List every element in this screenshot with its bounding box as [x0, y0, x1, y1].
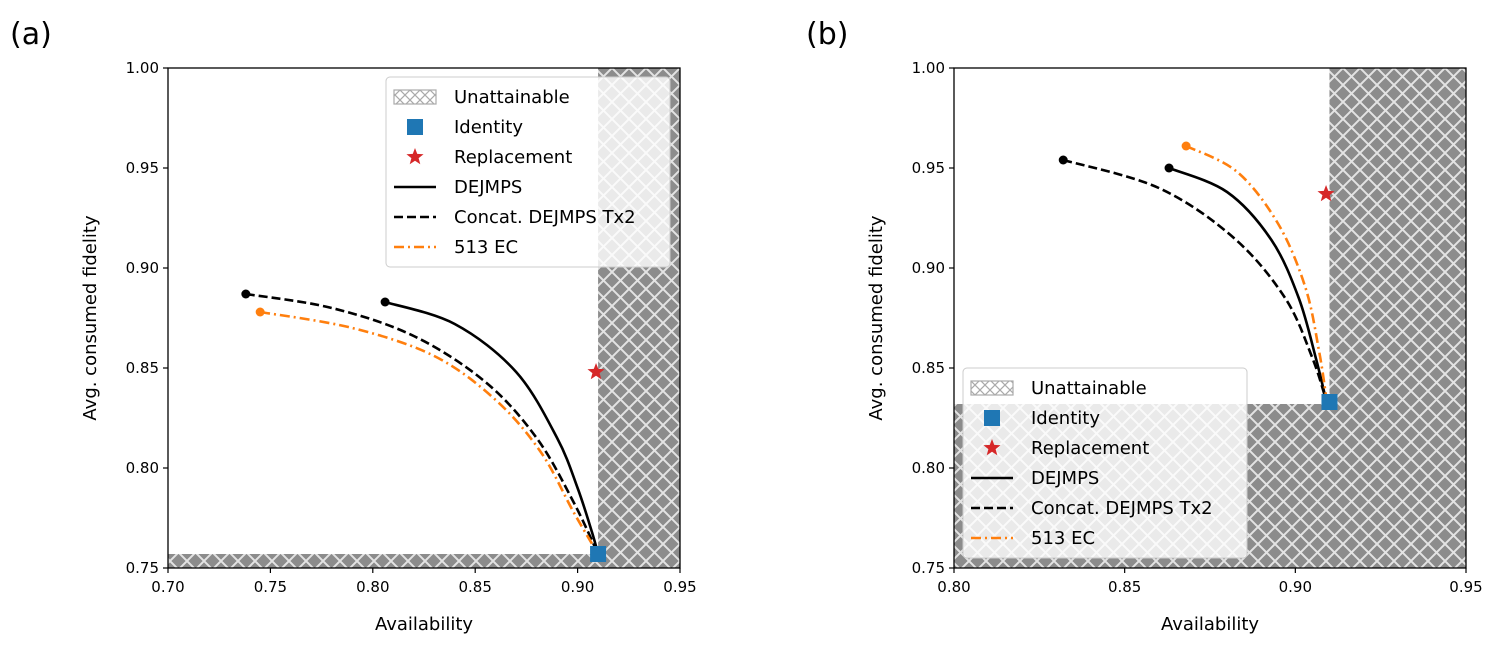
- y-tick-label: 0.80: [912, 459, 945, 477]
- legend-swatch-replacement: [406, 148, 424, 165]
- x-tick-label: 0.80: [356, 578, 389, 596]
- series-line-concat-dejmps-tx2: [1062, 158, 1328, 401]
- y-tick-label: 0.75: [912, 559, 945, 577]
- panel-b: (b) 0.80 0.85 0.90 0.95 0.750.800.850.900.9…: [806, 17, 1483, 635]
- series-line-concat-dejmps-tx2: [245, 292, 600, 555]
- y-tick-label: 0.95: [912, 159, 945, 177]
- series-start-point: [241, 289, 251, 299]
- y-tick-label: 0.80: [126, 459, 159, 477]
- legend-swatch-identity: [407, 119, 423, 135]
- series-start-point: [1181, 141, 1191, 151]
- y-tick-label: 0.85: [126, 359, 159, 377]
- legend-box: [962, 367, 1248, 559]
- y-tick-label: 0.85: [912, 359, 945, 377]
- legend-swatch-identity: [984, 410, 1000, 426]
- x-axis-label: Availability: [375, 614, 473, 635]
- y-tick-label: 0.95: [126, 159, 159, 177]
- legend-label-unattainable: Unattainable: [454, 87, 570, 108]
- legend: Unattainable Identity Replacement DEJMPS Con…: [385, 76, 671, 268]
- legend-label-513-ec: 513 EC: [1031, 528, 1095, 549]
- y-axis-label: Avg. consumed fidelity: [80, 215, 101, 421]
- legend-label-concat-dejmps-tx2: Concat. DEJMPS Tx2: [1031, 498, 1213, 519]
- x-tick-label: 0.90: [561, 578, 594, 596]
- legend-label-concat-dejmps-tx2: Concat. DEJMPS Tx2: [454, 207, 636, 228]
- legend-label-dejmps: DEJMPS: [1031, 468, 1099, 489]
- series-start-point: [1058, 155, 1068, 165]
- series-start-point: [380, 297, 390, 307]
- legend-label-replacement: Replacement: [1031, 438, 1149, 459]
- x-tick-label: 0.80: [937, 578, 970, 596]
- legend-label-replacement: Replacement: [454, 147, 572, 168]
- y-axis-label: Avg. consumed fidelity: [866, 215, 887, 421]
- legend-swatch-unattainable: [393, 89, 437, 105]
- legend-label-513-ec: 513 EC: [454, 237, 518, 258]
- legend-label-identity: Identity: [1031, 408, 1100, 429]
- legend-swatch-replacement: [983, 439, 1001, 456]
- panel-label: (a): [10, 17, 52, 52]
- series-line-513-ec: [1185, 144, 1328, 397]
- legend-label-dejmps: DEJMPS: [454, 177, 522, 198]
- identity-marker: [590, 546, 607, 562]
- x-tick-label: 0.95: [663, 578, 696, 596]
- panel-label: (b): [806, 17, 848, 52]
- legend: Unattainable Identity Replacement DEJMPS Con…: [962, 367, 1248, 559]
- replacement-marker: [1317, 185, 1335, 202]
- y-tick-label: 0.75: [126, 559, 159, 577]
- legend-swatch-unattainable: [970, 380, 1014, 396]
- x-tick-label: 0.90: [1279, 578, 1312, 596]
- unattainable-region: [168, 554, 680, 568]
- y-tick-label: 1.00: [126, 59, 159, 77]
- series-start-point: [255, 307, 265, 317]
- series-line-513-ec: [259, 310, 600, 555]
- x-tick-label: 0.75: [254, 578, 287, 596]
- x-tick-label: 0.85: [1108, 578, 1141, 596]
- x-tick-label: 0.85: [458, 578, 491, 596]
- series-start-point: [1164, 163, 1174, 173]
- plot-frame: [953, 67, 1467, 569]
- identity-marker: [1321, 394, 1338, 410]
- plot-frame: [167, 67, 681, 569]
- panel-a: (a) 0.70 0.75 0.80 0.85 0.90 0.95 0.750.800.8…: [10, 17, 697, 635]
- x-tick-label: 0.95: [1449, 578, 1482, 596]
- x-tick-label: 0.70: [151, 578, 184, 596]
- y-tick-label: 1.00: [912, 59, 945, 77]
- legend-label-unattainable: Unattainable: [1031, 378, 1147, 399]
- y-tick-label: 0.90: [912, 259, 945, 277]
- x-axis-label: Availability: [1161, 614, 1259, 635]
- series-line-dejmps: [1168, 166, 1328, 401]
- legend-label-identity: Identity: [454, 117, 523, 138]
- series-line-dejmps: [384, 300, 600, 555]
- y-tick-label: 0.90: [126, 259, 159, 277]
- replacement-marker: [587, 363, 605, 380]
- legend-box: [385, 76, 671, 268]
